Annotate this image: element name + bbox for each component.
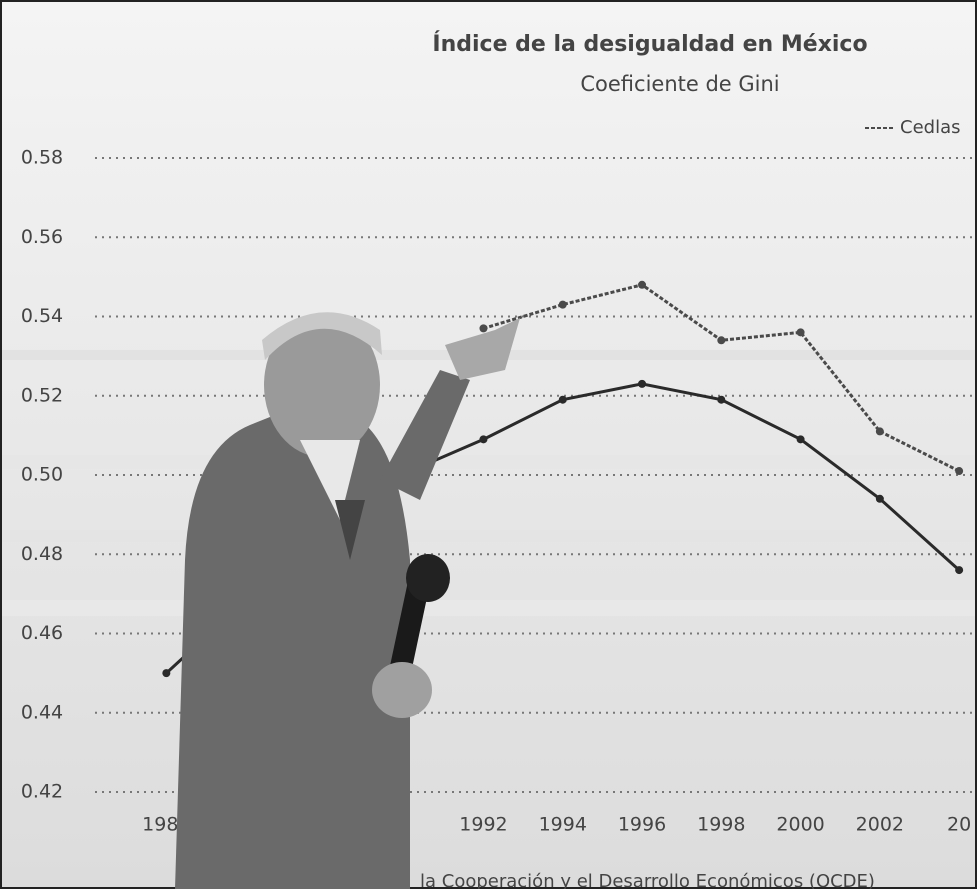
y-tick-label: 0.46 bbox=[21, 622, 63, 644]
x-tick-label: 1992 bbox=[459, 814, 507, 836]
y-tick-label: 0.44 bbox=[21, 701, 63, 723]
data-point bbox=[717, 396, 725, 404]
legend-label: Cedlas bbox=[900, 117, 960, 138]
x-tick-label: 1998 bbox=[697, 814, 745, 836]
data-point bbox=[559, 396, 567, 404]
data-point bbox=[638, 380, 646, 388]
y-tick-label: 0.52 bbox=[21, 384, 63, 406]
x-tick-label: 2000 bbox=[776, 814, 824, 836]
x-tick-label: 2002 bbox=[856, 814, 904, 836]
y-tick-label: 0.42 bbox=[21, 781, 63, 803]
y-tick-label: 0.48 bbox=[21, 543, 63, 565]
data-point bbox=[797, 435, 805, 443]
data-point bbox=[797, 328, 805, 336]
data-point bbox=[955, 467, 963, 475]
data-point bbox=[479, 435, 487, 443]
data-point bbox=[955, 566, 963, 574]
data-point bbox=[638, 281, 646, 289]
y-tick-label: 0.54 bbox=[21, 305, 63, 327]
y-tick-label: 0.56 bbox=[21, 226, 63, 248]
x-tick-label: 20 bbox=[947, 814, 971, 836]
data-point bbox=[876, 427, 884, 435]
x-tick-label: 1994 bbox=[539, 814, 587, 836]
data-point bbox=[876, 495, 884, 503]
data-point bbox=[479, 324, 487, 332]
source-note: la Cooperación y el Desarrollo Económico… bbox=[420, 871, 875, 889]
photo: Índice de la desigualdad en México Coefi… bbox=[0, 0, 977, 889]
y-tick-label: 0.58 bbox=[21, 147, 63, 169]
chart-subtitle: Coeficiente de Gini bbox=[580, 72, 779, 96]
screen bbox=[1, 1, 976, 888]
x-tick-label: 1996 bbox=[618, 814, 666, 836]
y-tick-label: 0.50 bbox=[21, 464, 63, 486]
data-point bbox=[162, 669, 170, 677]
data-point bbox=[717, 336, 725, 344]
data-point bbox=[559, 301, 567, 309]
chart-title: Índice de la desigualdad en México bbox=[432, 31, 867, 57]
